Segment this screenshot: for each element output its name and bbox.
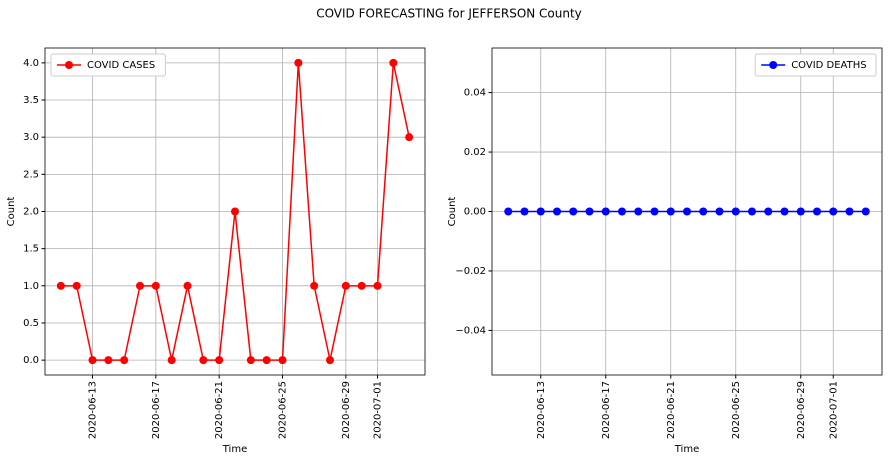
- legend-label: COVID DEATHS: [791, 60, 866, 71]
- data-point: [262, 356, 271, 365]
- x-tick-label: 2020-06-21: [214, 381, 225, 439]
- data-point: [764, 207, 773, 216]
- data-point: [183, 281, 192, 290]
- y-tick-label: 0.00: [464, 207, 486, 218]
- data-point: [731, 207, 740, 216]
- y-tick-label: 3.5: [23, 95, 39, 106]
- y-tick-label: −0.02: [455, 266, 486, 277]
- data-point: [278, 356, 287, 365]
- y-tick-label: 0.0: [23, 355, 39, 366]
- data-point: [405, 133, 414, 142]
- y-axis-label: Count: [6, 197, 17, 227]
- data-point: [569, 207, 578, 216]
- data-point: [634, 207, 643, 216]
- data-point: [861, 207, 870, 216]
- data-point: [813, 207, 821, 216]
- data-point: [231, 207, 239, 216]
- y-tick-label: 1.0: [23, 281, 39, 292]
- legend-marker: [769, 61, 778, 69]
- x-tick-label: 2020-06-29: [341, 381, 352, 439]
- legend-label: COVID CASES: [87, 60, 155, 71]
- data-point: [310, 281, 319, 290]
- x-tick-label: 2020-06-25: [278, 381, 289, 439]
- data-point: [601, 207, 610, 216]
- data-point: [683, 207, 691, 216]
- x-tick-label: 2020-06-29: [796, 381, 807, 439]
- data-point: [246, 356, 255, 365]
- data-point: [829, 207, 838, 216]
- y-tick-label: 1.5: [23, 244, 39, 255]
- data-point: [104, 356, 113, 365]
- data-point: [88, 356, 97, 365]
- legend-box: [50, 53, 166, 77]
- x-axis-label: Time: [674, 444, 699, 455]
- data-point: [373, 281, 382, 290]
- data-point: [618, 207, 626, 216]
- y-tick-label: 2.5: [23, 169, 39, 180]
- data-point: [536, 207, 545, 216]
- data-point: [715, 207, 724, 216]
- x-tick-label: 2020-06-25: [731, 381, 742, 439]
- data-point: [199, 356, 208, 365]
- data-point: [699, 207, 708, 216]
- y-tick-label: 0.02: [464, 147, 486, 158]
- y-tick-label: −0.04: [455, 325, 486, 336]
- data-point: [326, 356, 334, 365]
- plot-frame: [491, 47, 883, 376]
- x-axis-label: Time: [222, 444, 247, 455]
- x-tick-label: 2020-06-13: [536, 381, 547, 439]
- data-point: [56, 281, 65, 290]
- data-point: [553, 207, 561, 216]
- y-tick-label: 2.0: [23, 207, 39, 218]
- x-tick-label: 2020-07-01: [828, 381, 839, 439]
- data-point: [72, 281, 81, 290]
- plot-frame: [44, 47, 426, 376]
- data-point: [585, 207, 594, 216]
- data-point: [136, 281, 144, 290]
- data-point: [666, 207, 675, 216]
- y-tick-label: 0.04: [464, 88, 486, 99]
- y-axis-label: Count: [447, 197, 458, 227]
- figure-title: COVID FORECASTING for JEFFERSON County: [316, 7, 582, 21]
- data-point: [151, 281, 160, 290]
- data-point: [504, 207, 513, 216]
- x-tick-label: 2020-06-17: [601, 381, 612, 439]
- data-point: [650, 207, 659, 216]
- x-tick-label: 2020-06-13: [88, 381, 99, 439]
- y-tick-label: 3.0: [23, 132, 39, 143]
- data-point: [780, 207, 789, 216]
- y-tick-label: 4.0: [23, 58, 39, 69]
- x-tick-label: 2020-06-17: [151, 381, 162, 439]
- data-point: [341, 281, 350, 290]
- data-point: [294, 58, 303, 67]
- data-point: [748, 207, 756, 216]
- x-tick-label: 2020-07-01: [373, 381, 384, 439]
- legend-marker: [65, 61, 73, 69]
- data-point: [796, 207, 805, 216]
- data-point: [389, 58, 398, 67]
- data-point: [167, 356, 176, 365]
- data-point: [357, 281, 366, 290]
- y-tick-label: 0.5: [23, 318, 39, 329]
- legend-box: [754, 53, 877, 77]
- x-tick-label: 2020-06-21: [666, 381, 677, 439]
- data-point: [120, 356, 129, 365]
- data-point: [520, 207, 529, 216]
- data-point: [215, 356, 224, 365]
- data-point: [845, 207, 854, 216]
